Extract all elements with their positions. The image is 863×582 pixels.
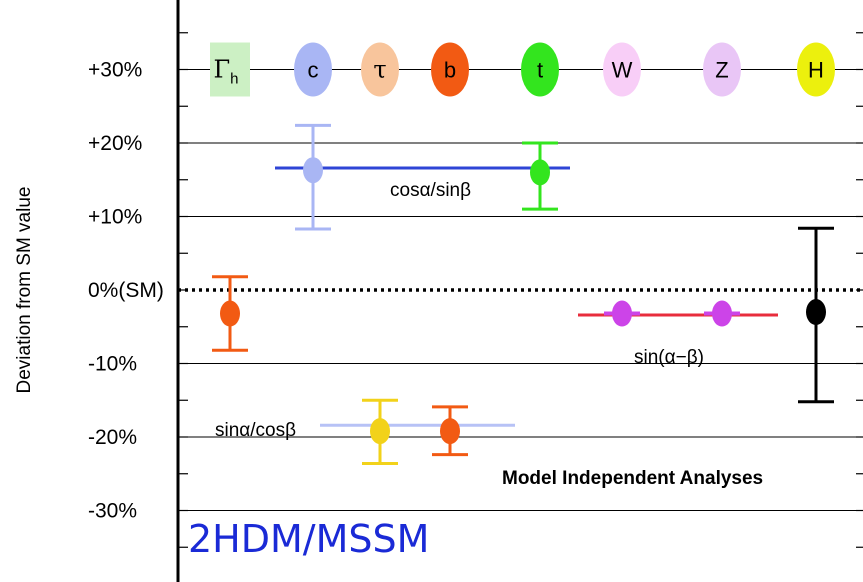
badge-Z: Z <box>703 42 741 97</box>
badge-W: W <box>603 42 641 97</box>
data-point <box>303 157 323 184</box>
data-points <box>212 123 834 465</box>
badge-shape <box>210 42 250 97</box>
error-bar-point <box>432 405 468 457</box>
y-axis: +30% +20% +10% 0%(SM) -10% -20% -30% <box>88 32 863 548</box>
error-bar-point <box>522 141 558 211</box>
coupling-lines <box>275 166 778 427</box>
error-bar-point <box>212 275 248 352</box>
error-bar-point <box>798 226 834 404</box>
badge-shape <box>797 42 835 97</box>
data-point <box>530 159 550 186</box>
badge-H: H <box>797 42 835 97</box>
badge-shape <box>521 42 559 97</box>
error-bar-point <box>604 300 640 327</box>
badge-shape <box>603 42 641 97</box>
data-point <box>712 300 732 327</box>
y-tick-label: -30% <box>88 500 137 523</box>
y-tick-label: +10% <box>88 206 142 229</box>
badge-label: W <box>612 58 633 83</box>
badge-label: Z <box>715 58 728 83</box>
y-tick-label: -20% <box>88 426 137 449</box>
error-bar-point <box>704 300 740 327</box>
annotation-sin-alpha-minus-beta: sin(α−β) <box>634 347 704 368</box>
badge-label: t <box>537 58 543 83</box>
y-tick-label: +20% <box>88 132 142 155</box>
data-point <box>220 300 240 327</box>
annotation-sin-alpha-cos-beta: sinα/cosβ <box>215 420 296 441</box>
annotations: cosα/sinβ sin(α−β) sinα/cosβ Model Indep… <box>188 180 763 561</box>
badge-shape <box>361 42 399 97</box>
badge-c: c <box>294 42 332 97</box>
analysis-label: Model Independent Analyses <box>502 468 763 489</box>
badge-label: H <box>808 58 824 83</box>
badge-label: τ <box>373 56 386 84</box>
y-tick-label: -10% <box>88 353 137 376</box>
badge-shape <box>294 42 332 97</box>
error-bar-point <box>362 398 398 465</box>
grid <box>178 69 863 511</box>
badge-shape <box>703 42 741 97</box>
error-bar-point <box>295 123 331 231</box>
data-point <box>440 418 460 445</box>
particle-badges: Γh c τ b t W Z H <box>210 42 835 97</box>
annotation-cos-alpha-sin-beta: cosα/sinβ <box>390 180 471 201</box>
badge-tau: τ <box>361 42 399 97</box>
y-tick-label: 0%(SM) <box>88 279 164 302</box>
badge-label: c <box>308 58 319 83</box>
badge-shape <box>431 42 469 97</box>
data-point <box>612 300 632 327</box>
badge-label: Γh <box>214 56 239 88</box>
y-tick-label: +30% <box>88 59 142 82</box>
y-axis-label: Deviation from SM value <box>14 187 35 394</box>
plot-frame <box>176 0 180 582</box>
data-point <box>370 418 390 445</box>
model-label: 2HDM/MSSM <box>188 517 429 561</box>
badge-t: t <box>521 42 559 97</box>
badge-b: b <box>431 42 469 97</box>
badge-label: b <box>444 58 456 83</box>
badge-gamma_h: Γh <box>210 42 250 97</box>
data-point <box>806 299 826 326</box>
